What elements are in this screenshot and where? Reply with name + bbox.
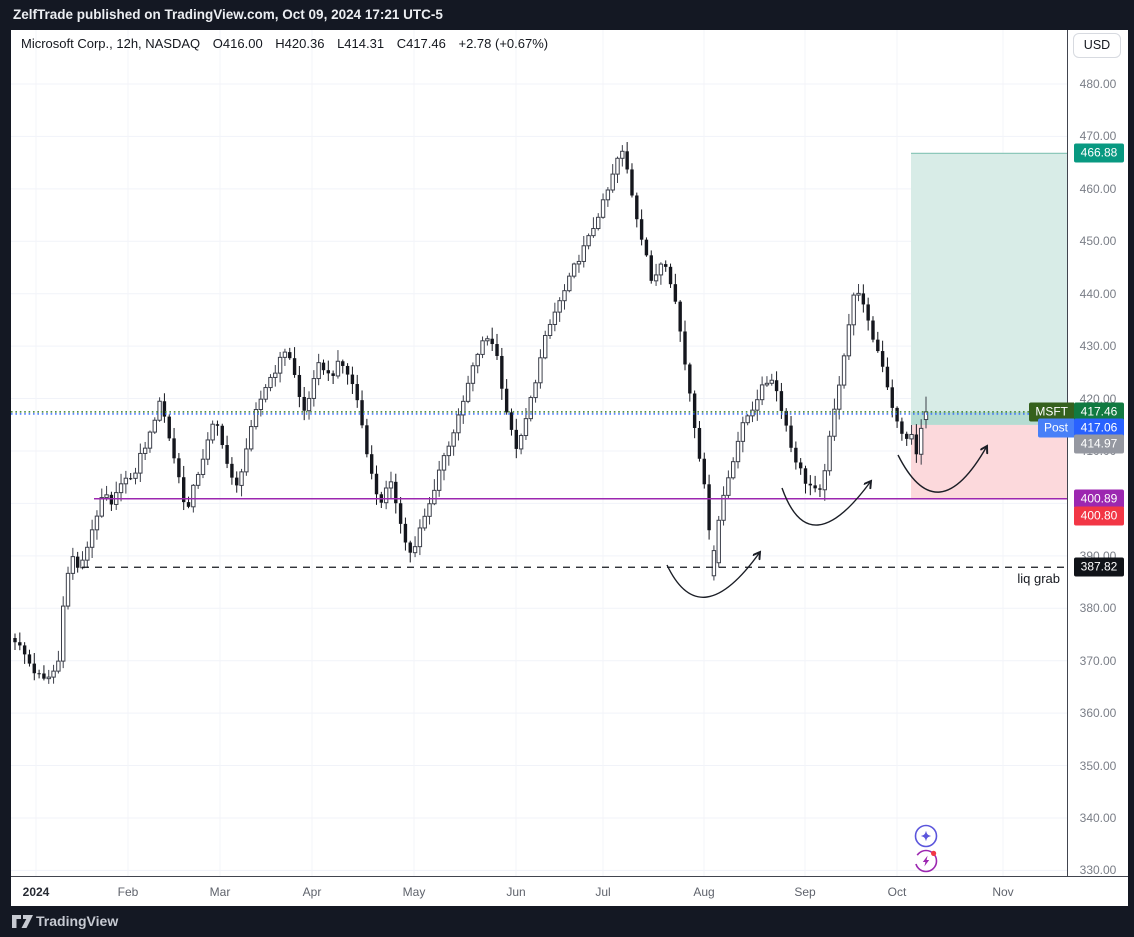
long-position-tool[interactable]	[911, 152, 1067, 500]
curved-arrow	[897, 446, 987, 493]
price-tick: 330.00	[1079, 863, 1117, 878]
publish-text: ZelfTrade published on TradingView.com, …	[13, 7, 443, 22]
price-tick: 450.00	[1079, 234, 1117, 249]
price-tick: 440.00	[1079, 286, 1117, 301]
level-lines	[11, 411, 1067, 568]
post-market-price-label: Post 417.06	[1037, 418, 1124, 437]
tradingview-brand-text: TradingView	[36, 913, 119, 929]
time-tick: Jun	[506, 885, 526, 899]
target-price-label: 466.88	[1074, 143, 1124, 163]
price-tick: 370.00	[1079, 653, 1117, 668]
time-tick: Apr	[302, 885, 322, 899]
footer-bar: TradingView	[0, 906, 1134, 937]
drawn-arrows[interactable]	[666, 446, 987, 598]
entry-price-label: 414.97	[1074, 434, 1124, 453]
price-tick: 360.00	[1079, 706, 1117, 721]
stop-price-label: 400.80	[1074, 506, 1124, 525]
price-tick: 430.00	[1079, 339, 1117, 354]
msft-last-price-label: MSFT 417.46	[1029, 402, 1124, 422]
time-tick: Mar	[209, 885, 231, 899]
price-tick: 420.00	[1079, 391, 1117, 406]
price-tick: 380.00	[1079, 601, 1117, 616]
liq-grab-text: liq grab	[1017, 571, 1060, 586]
time-axis-separator	[11, 876, 1128, 877]
ai-sparkle-icon[interactable]	[914, 824, 938, 848]
time-axis[interactable]: 2024 Feb Mar Apr May Jun Jul Aug Sep Oct Nov	[11, 877, 1128, 906]
time-tick: Aug	[693, 885, 715, 899]
chart-panel: Microsoft Corp., 12h, NASDAQ O416.00 H42…	[11, 30, 1128, 906]
currency-usd-button[interactable]: USD	[1073, 33, 1121, 58]
grid-lines	[11, 30, 1067, 876]
time-tick: Sep	[794, 885, 816, 899]
curved-arrow	[781, 481, 871, 526]
time-tick: May	[402, 885, 426, 899]
price-tick: 460.00	[1079, 181, 1117, 196]
price-tick: 340.00	[1079, 810, 1117, 825]
time-tick: Jul	[595, 885, 611, 899]
price-tick: 350.00	[1079, 758, 1117, 773]
plot-svg: liq grab	[11, 30, 1067, 876]
time-tick: Nov	[992, 885, 1014, 899]
price-tick: 480.00	[1079, 77, 1117, 91]
flash-icon[interactable]	[911, 846, 941, 876]
publish-header: ZelfTrade published on TradingView.com, …	[0, 0, 1134, 30]
price-axis[interactable]: 480.00 470.00 460.00 450.00 440.00 430.00 420.…	[1068, 30, 1128, 878]
liq-grab-price-label: 387.82	[1074, 557, 1124, 577]
time-tick: Feb	[117, 885, 139, 899]
time-tick: 2024	[22, 885, 50, 899]
time-tick: Oct	[887, 885, 907, 899]
tradingview-logo[interactable]	[12, 913, 34, 930]
price-tick: 470.00	[1079, 129, 1117, 144]
level-price-label: 400.89	[1074, 489, 1124, 509]
curved-arrow	[666, 552, 760, 598]
candlestick-chart[interactable]: liq grab	[11, 30, 1067, 876]
candles-layer	[13, 142, 929, 684]
price-axis-separator	[1067, 30, 1068, 877]
